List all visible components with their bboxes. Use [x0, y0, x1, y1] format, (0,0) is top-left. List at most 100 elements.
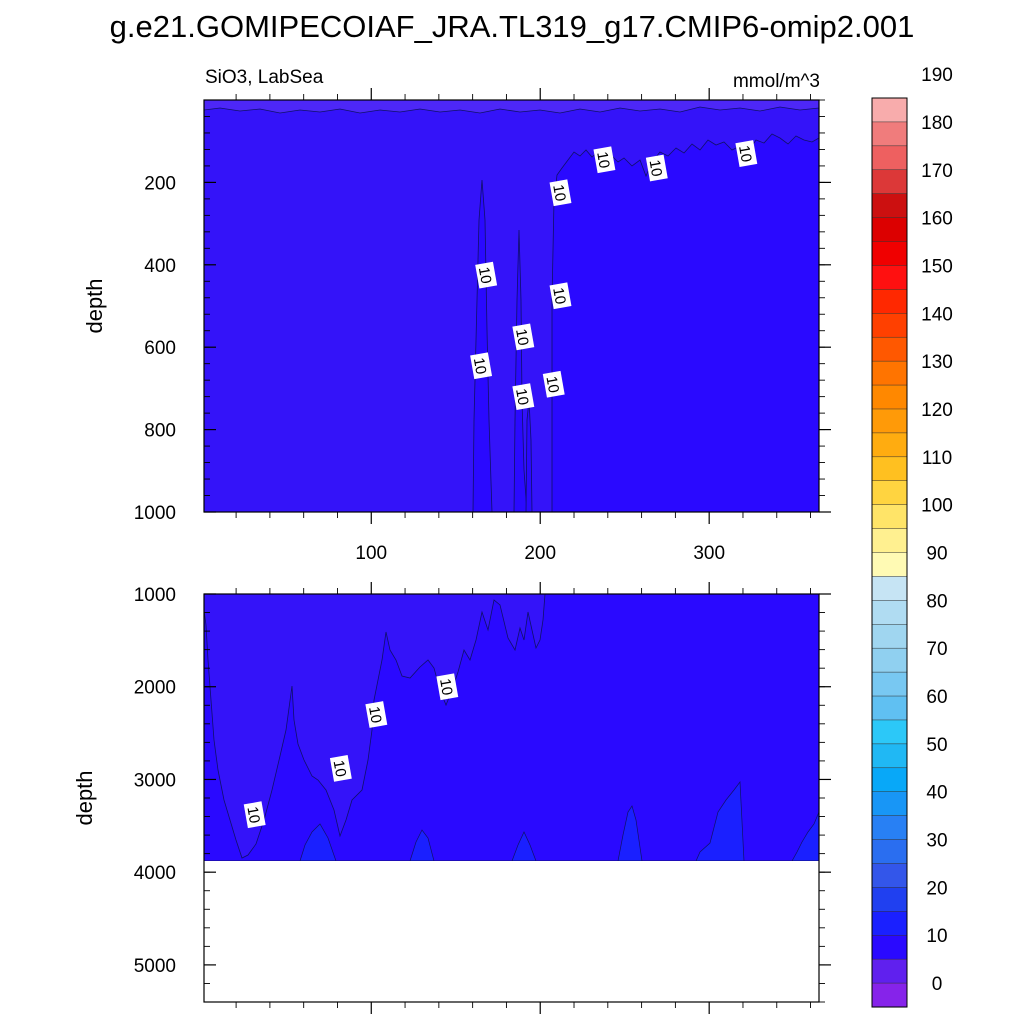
- contour-label-box: [593, 146, 616, 174]
- upper-ylabel: depth: [82, 278, 107, 333]
- colorbar-swatch: [871, 958, 908, 984]
- colorbar-swatch: [871, 145, 908, 171]
- colorbar-label: 170: [921, 161, 953, 182]
- contour-label-box: [735, 140, 758, 167]
- colorbar-label: 130: [921, 352, 953, 373]
- y-tick-label: 800: [144, 421, 176, 442]
- colorbar-swatch: [871, 576, 908, 601]
- colorbar-swatch: [871, 552, 908, 577]
- subtitle-left: SiO3, LabSea: [205, 67, 324, 88]
- contour-label-text: 10: [470, 356, 490, 375]
- colorbar-swatch: [871, 647, 908, 673]
- lower-axes: 1000 2000 3000 4000 5000: [134, 582, 831, 1014]
- colorbar-swatch: [871, 241, 908, 266]
- contour-label-box: [645, 154, 668, 182]
- contour-label: 10: [470, 352, 493, 380]
- upper-axes: 200 400 600 800 1000 100 200 300: [134, 88, 831, 564]
- upper-contour-labels: 10 10 10 10 10 10 10 10 10 10: [470, 140, 758, 411]
- contour-label-box: [243, 801, 266, 829]
- contour-label-box: [365, 701, 388, 728]
- y-tick-label: 200: [144, 173, 176, 194]
- contour-label: 10: [512, 323, 535, 351]
- colorbar-label: 10: [926, 926, 947, 947]
- contour-label: 10: [549, 282, 572, 310]
- colorbar-label: 120: [921, 400, 953, 421]
- contour-label-text: 10: [330, 759, 350, 778]
- contour-label-text: 10: [436, 677, 456, 696]
- colorbar-label: 20: [926, 878, 947, 899]
- colorbar-swatch: [871, 624, 908, 649]
- colorbar-label: 100: [921, 496, 953, 517]
- contour-label-box: [512, 383, 535, 411]
- colorbar-label: 50: [926, 735, 947, 756]
- contour-label-text: 10: [549, 183, 569, 202]
- contour-label: 10: [645, 154, 668, 182]
- contour-label: 10: [475, 261, 498, 289]
- y-tick-label: 3000: [134, 770, 176, 791]
- contour-label-text: 10: [365, 705, 385, 724]
- colorbar-swatch: [871, 528, 908, 554]
- x-tick-label: 300: [693, 543, 725, 564]
- colorbar-label: 40: [926, 783, 947, 804]
- x-tick-label: 100: [355, 543, 387, 564]
- contour-label: 10: [549, 179, 572, 207]
- colorbar-swatch: [871, 336, 908, 362]
- y-tick-label: 1000: [134, 503, 176, 524]
- colorbar-swatch: [871, 743, 908, 769]
- contour-label-box: [549, 282, 572, 310]
- colorbar-label: 90: [926, 544, 947, 565]
- upper-panel: 10 10 10 10 10 10 10 10 10 10 200 400 600 800 1000 100…: [82, 88, 831, 564]
- lower-below-bottom-mask: [204, 861, 819, 1002]
- colorbar-label: 60: [926, 687, 947, 708]
- x-tick-label: 200: [524, 543, 556, 564]
- colorbar-label: 0: [932, 974, 943, 995]
- contour-label: 10: [542, 370, 565, 398]
- upper-deep-region: [551, 133, 819, 512]
- colorbar-swatch: [871, 600, 908, 625]
- contour-label-box: [475, 261, 498, 289]
- contour-label: 10: [735, 140, 758, 167]
- chart-title: g.e21.GOMIPECOIAF_JRA.TL319_g17.CMIP6-om…: [110, 9, 915, 44]
- colorbar-swatch: [871, 839, 908, 865]
- colorbar-swatch: [871, 313, 908, 338]
- contour-label: 10: [593, 146, 616, 174]
- colorbar-swatch: [871, 504, 908, 530]
- colorbar-label: 80: [926, 591, 947, 612]
- colorbar-label: 70: [926, 639, 947, 660]
- contour-label-box: [436, 673, 459, 701]
- contour-label-text: 10: [512, 327, 532, 346]
- contour-label-text: 10: [475, 266, 495, 285]
- upper-surface-band: [204, 100, 819, 114]
- colorbar-label: 160: [921, 209, 953, 230]
- colorbar-swatch: [871, 169, 908, 195]
- colorbar-swatch: [871, 384, 908, 410]
- y-tick-label: 4000: [134, 863, 176, 884]
- upper-column-c: [525, 399, 533, 512]
- colorbar-swatch: [871, 767, 908, 793]
- contour-label: 10: [512, 383, 535, 411]
- colorbar-swatch: [871, 911, 908, 936]
- colorbar-label: 30: [926, 831, 947, 852]
- colorbar-swatch: [871, 695, 908, 721]
- colorbar-swatch: [871, 791, 908, 817]
- lower-shallow-region: [204, 594, 546, 859]
- colorbar-swatch: [871, 97, 908, 123]
- colorbar-swatch: [871, 887, 908, 912]
- colorbar-swatch: [871, 360, 908, 386]
- contour-label-box: [470, 352, 493, 380]
- colorbar-swatch: [871, 480, 908, 506]
- colorbar-swatch: [871, 456, 908, 482]
- colorbar-swatch: [871, 193, 908, 219]
- colorbar-swatch: [871, 719, 908, 745]
- lower-contour-labels: 10 10 10 10: [243, 673, 459, 829]
- colorbar-label: 190: [921, 65, 953, 86]
- contour-label-text: 10: [542, 375, 562, 394]
- units-label: mmol/m^3: [733, 71, 820, 92]
- colorbar-swatch: [871, 982, 908, 1008]
- y-tick-label: 5000: [134, 956, 176, 977]
- upper-plot-frame: [203, 99, 820, 513]
- y-tick-label: 600: [144, 338, 176, 359]
- colorbar-swatch: [871, 815, 908, 841]
- contour-label: 10: [365, 701, 388, 728]
- colorbar-swatch: [871, 217, 908, 243]
